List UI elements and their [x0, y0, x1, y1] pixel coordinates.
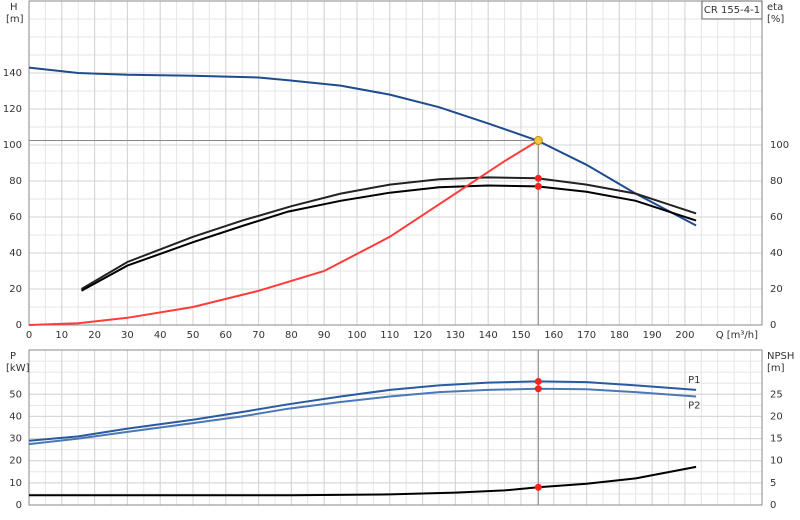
x-axis-label: Q [m³/h]	[716, 330, 758, 341]
point-marker	[534, 182, 542, 190]
y-axis-label: H	[10, 2, 18, 13]
y2-axis-label: eta	[767, 2, 783, 13]
y2-tick-label: 10	[770, 456, 783, 467]
x-tick-label: 30	[121, 330, 134, 341]
operating-point	[533, 136, 543, 145]
x-tick-label: 60	[219, 330, 232, 341]
series-line	[28, 66, 697, 227]
y-tick-label: 30	[9, 434, 22, 445]
x-tick-label: 70	[252, 330, 265, 341]
x-tick-label: 100	[347, 330, 366, 341]
x-tick-label: 150	[511, 330, 530, 341]
x-tick-label: 80	[285, 330, 298, 341]
y-tick-label: 0	[16, 500, 22, 511]
y-axis-unit: [m]	[6, 14, 24, 25]
y-tick-label: 40	[9, 248, 22, 259]
y2-axis-unit: [%]	[767, 14, 784, 25]
annotation-box	[701, 0, 763, 20]
plot-frame	[28, 0, 763, 326]
x-tick-label: 40	[154, 330, 167, 341]
y-tick-label: 20	[9, 456, 22, 467]
y-tick-label: 0	[16, 320, 22, 331]
x-tick-label: 170	[577, 330, 596, 341]
y2-tick-label: 60	[770, 212, 783, 223]
y2-tick-label: 5	[770, 478, 776, 489]
x-tick-label: 200	[675, 330, 694, 341]
y2-tick-label: 0	[770, 320, 776, 331]
point-marker	[534, 385, 542, 393]
y2-tick-label: 80	[770, 176, 783, 187]
x-tick-label: 10	[55, 330, 68, 341]
y-axis-unit: [kW]	[6, 363, 30, 374]
x-tick-label: 140	[479, 330, 498, 341]
x-tick-label: 0	[26, 330, 32, 341]
y2-tick-label: 20	[770, 284, 783, 295]
y2-axis-unit: [m]	[767, 363, 785, 374]
y2-tick-label: 25	[770, 389, 783, 400]
y2-tick-label: 15	[770, 434, 783, 445]
x-tick-label: 120	[413, 330, 432, 341]
y2-tick-label: 20	[770, 411, 783, 422]
y-tick-label: 120	[3, 104, 22, 115]
series-line	[28, 380, 697, 442]
series-line	[28, 139, 539, 326]
series-line	[29, 465, 697, 497]
y-tick-label: 20	[9, 284, 22, 295]
x-tick-label: 90	[318, 330, 331, 341]
x-tick-label: 110	[380, 330, 399, 341]
series-line	[81, 184, 697, 292]
y2-tick-label: 100	[770, 140, 789, 151]
plot-frame	[28, 349, 763, 506]
series-line	[80, 176, 697, 290]
y2-tick-label: 40	[770, 248, 783, 259]
point-marker	[534, 483, 542, 491]
series-label: P2	[688, 401, 700, 412]
y-tick-label: 10	[9, 478, 22, 489]
x-tick-label: 180	[610, 330, 629, 341]
x-tick-label: 190	[643, 330, 662, 341]
y-tick-label: 40	[9, 411, 22, 422]
annotation: CR 155-4-1	[704, 5, 760, 16]
point-marker	[534, 174, 542, 182]
x-tick-label: 20	[88, 330, 101, 341]
x-tick-label: 130	[446, 330, 465, 341]
point-marker	[534, 377, 542, 385]
y2-tick-label: 0	[770, 500, 776, 511]
series-label: P1	[688, 375, 700, 386]
y-tick-label: 60	[9, 212, 22, 223]
x-tick-label: 160	[544, 330, 563, 341]
y2-axis-label: NPSH	[767, 351, 794, 362]
x-tick-label: 50	[187, 330, 200, 341]
y-tick-label: 100	[3, 140, 22, 151]
y-tick-label: 140	[3, 68, 22, 79]
y-axis-label: P	[10, 351, 16, 362]
y-tick-label: 80	[9, 176, 22, 187]
y-tick-label: 50	[9, 389, 22, 400]
series-line	[28, 387, 697, 446]
